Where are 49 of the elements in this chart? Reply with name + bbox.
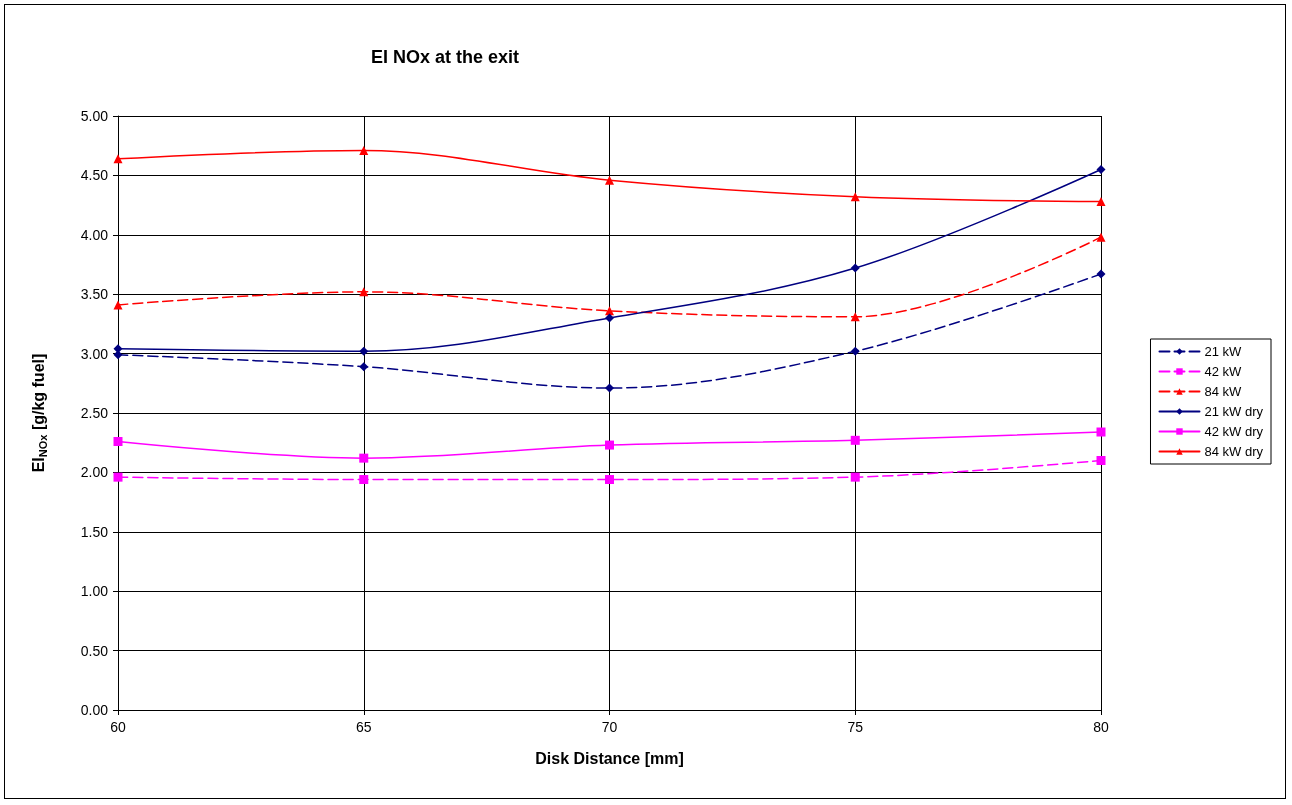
x-tick-label: 80 <box>1093 719 1109 735</box>
y-tick-label: 2.50 <box>80 405 109 421</box>
legend-label: 84 kW <box>1204 384 1243 399</box>
point <box>850 472 860 482</box>
point <box>113 300 123 310</box>
point <box>605 306 614 316</box>
point <box>605 383 614 393</box>
point <box>113 437 123 447</box>
y-tick-label: 4.50 <box>80 167 109 184</box>
point <box>1096 456 1106 466</box>
y-tick-label: 3.50 <box>80 286 109 303</box>
point <box>1096 232 1106 242</box>
point <box>359 145 369 155</box>
point <box>1096 164 1106 174</box>
point <box>359 453 369 463</box>
chart-title: EI NOx at the exit <box>370 47 520 67</box>
legend-label: 42 kW dry <box>1204 424 1264 439</box>
point <box>605 175 614 185</box>
legend-label: 84 kW dry <box>1204 444 1264 459</box>
y-tick-label: 3.00 <box>80 345 109 362</box>
point <box>850 435 860 445</box>
point <box>359 346 369 356</box>
point <box>850 263 860 273</box>
legend-label: 21 kW dry <box>1204 404 1264 419</box>
point <box>605 475 614 485</box>
point <box>113 154 123 164</box>
y-tick-label: 1.50 <box>80 523 109 540</box>
x-tick-label: 65 <box>355 719 372 735</box>
point <box>850 346 860 356</box>
y-tick-label: 0.50 <box>80 642 109 659</box>
x-tick-label: 70 <box>601 719 618 735</box>
y-tick-label: 5.00 <box>80 108 109 124</box>
y-tick-label: 1.00 <box>80 583 109 600</box>
point <box>605 313 614 323</box>
point <box>359 362 369 372</box>
y-tick-label: 2.00 <box>80 464 109 481</box>
y-axis-title: EINOx [g/kg fuel] <box>30 353 49 473</box>
y-tick-label: 0.00 <box>80 702 109 718</box>
point <box>359 475 369 485</box>
legend-label: 21 kW <box>1204 344 1243 359</box>
x-tick-label: 75 <box>847 719 864 735</box>
x-axis-title: Disk Distance [mm] <box>535 749 684 767</box>
point <box>1096 197 1106 207</box>
point <box>1096 269 1106 279</box>
point <box>605 440 614 450</box>
x-tick-label: 60 <box>110 719 126 735</box>
point <box>1096 427 1106 437</box>
legend-label: 42 kW <box>1204 364 1243 379</box>
y-tick-label: 4.00 <box>80 226 109 243</box>
